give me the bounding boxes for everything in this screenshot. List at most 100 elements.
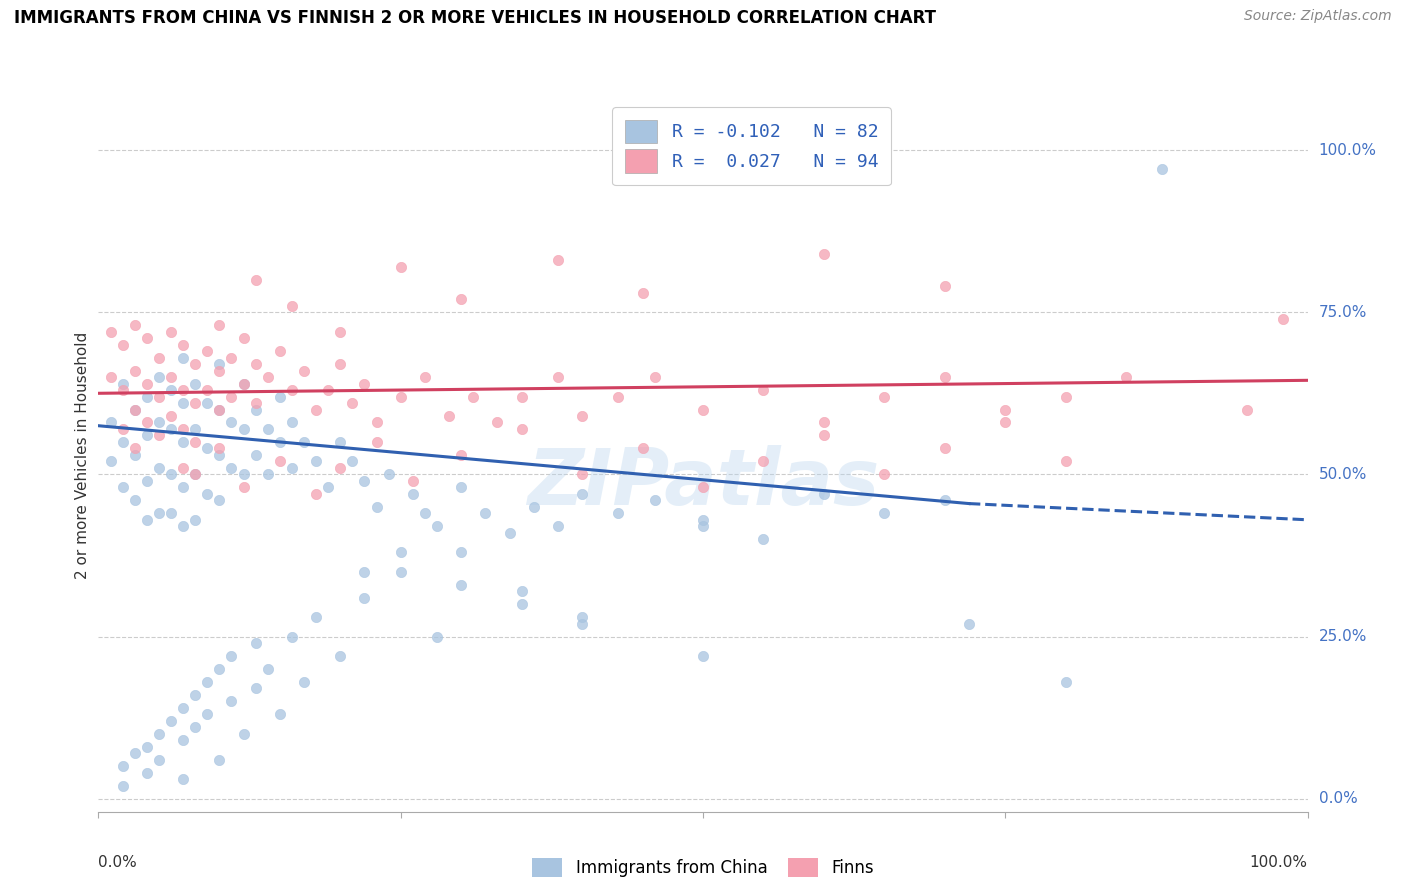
Point: [172, 519, 194, 533]
Point: [316, 383, 339, 397]
Point: [281, 461, 304, 475]
Point: [450, 292, 472, 306]
Point: [245, 273, 267, 287]
Point: [256, 370, 278, 384]
Point: [571, 467, 593, 482]
Point: [135, 474, 157, 488]
Text: 50.0%: 50.0%: [1319, 467, 1367, 482]
Text: ZIPatlas: ZIPatlas: [527, 445, 879, 522]
Point: [571, 616, 593, 631]
Point: [245, 448, 267, 462]
Point: [510, 390, 533, 404]
Point: [124, 747, 146, 761]
Point: [510, 584, 533, 599]
Point: [269, 344, 291, 359]
Text: 25.0%: 25.0%: [1319, 629, 1367, 644]
Point: [873, 467, 896, 482]
Point: [450, 545, 472, 559]
Point: [934, 493, 956, 508]
Point: [172, 337, 194, 351]
Point: [413, 370, 436, 384]
Point: [316, 480, 339, 494]
Point: [124, 493, 146, 508]
Point: [172, 480, 194, 494]
Point: [426, 519, 449, 533]
Point: [148, 727, 170, 741]
Point: [184, 396, 207, 410]
Point: [160, 714, 183, 728]
Point: [195, 707, 218, 722]
Point: [813, 416, 835, 430]
Point: [281, 299, 304, 313]
Point: [100, 370, 122, 384]
Point: [644, 370, 666, 384]
Point: [934, 279, 956, 293]
Point: [329, 434, 352, 449]
Point: [245, 396, 267, 410]
Point: [100, 454, 122, 468]
Point: [329, 357, 352, 371]
Point: [111, 337, 134, 351]
Point: [353, 474, 375, 488]
Point: [124, 402, 146, 417]
Point: [523, 500, 546, 514]
Point: [389, 545, 412, 559]
Point: [195, 442, 218, 456]
Point: [195, 344, 218, 359]
Point: [813, 247, 835, 261]
Point: [208, 318, 231, 333]
Point: [305, 487, 328, 501]
Point: [160, 383, 183, 397]
Point: [402, 474, 425, 488]
Point: [160, 325, 183, 339]
Point: [377, 467, 399, 482]
Point: [135, 416, 157, 430]
Text: 100.0%: 100.0%: [1250, 855, 1308, 870]
Point: [752, 533, 775, 547]
Point: [232, 480, 254, 494]
Point: [148, 753, 170, 767]
Point: [752, 454, 775, 468]
Point: [245, 357, 267, 371]
Point: [232, 331, 254, 345]
Point: [148, 416, 170, 430]
Point: [124, 318, 146, 333]
Point: [148, 506, 170, 520]
Point: [402, 487, 425, 501]
Point: [366, 500, 388, 514]
Point: [232, 422, 254, 436]
Point: [172, 422, 194, 436]
Point: [184, 467, 207, 482]
Point: [111, 759, 134, 773]
Point: [208, 753, 231, 767]
Point: [1054, 390, 1077, 404]
Point: [450, 577, 472, 591]
Point: [172, 396, 194, 410]
Point: [124, 448, 146, 462]
Point: [135, 428, 157, 442]
Point: [184, 513, 207, 527]
Point: [135, 390, 157, 404]
Point: [184, 357, 207, 371]
Point: [135, 376, 157, 391]
Point: [607, 506, 630, 520]
Point: [124, 363, 146, 377]
Point: [994, 416, 1017, 430]
Point: [195, 383, 218, 397]
Point: [486, 416, 509, 430]
Point: [329, 648, 352, 663]
Point: [221, 648, 243, 663]
Point: [111, 376, 134, 391]
Point: [208, 363, 231, 377]
Point: [692, 480, 714, 494]
Point: [184, 467, 207, 482]
Point: [1272, 311, 1295, 326]
Point: [292, 434, 315, 449]
Point: [873, 506, 896, 520]
Point: [269, 434, 291, 449]
Point: [245, 636, 267, 650]
Text: 0.0%: 0.0%: [98, 855, 138, 870]
Point: [172, 383, 194, 397]
Point: [184, 720, 207, 734]
Point: [547, 370, 569, 384]
